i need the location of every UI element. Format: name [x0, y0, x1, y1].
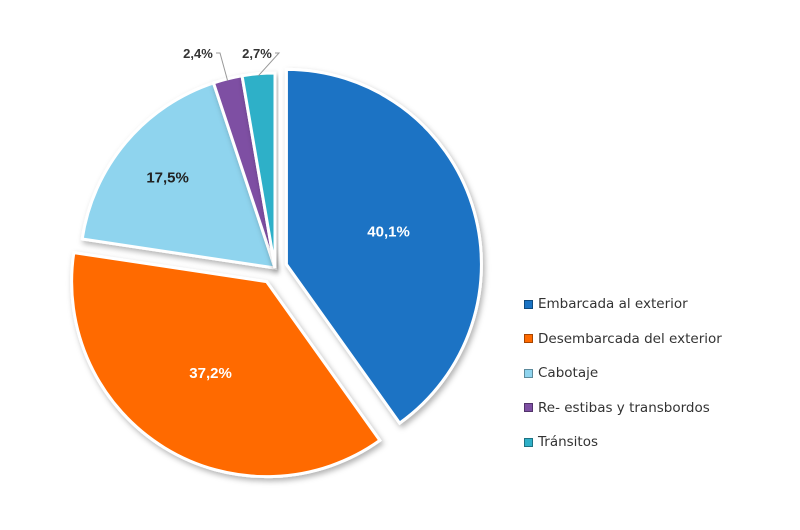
leader-line-4 — [216, 52, 229, 81]
legend-item-3: Cabotaje — [524, 356, 722, 391]
pie-slice-5 — [240, 71, 277, 269]
legend-item-1: Embarcada al exterior — [524, 287, 722, 322]
slice-label-3: 17,5% — [146, 170, 189, 187]
pie-slice-2 — [70, 250, 382, 479]
legend-item-4: Re- estibas y transbordos — [524, 391, 722, 426]
pie-slice-3 — [80, 81, 278, 270]
legend-label: Embarcada al exterior — [538, 296, 688, 313]
legend-label: Re- estibas y transbordos — [538, 399, 710, 416]
legend-label: Tránsitos — [538, 434, 599, 451]
legend-swatch — [524, 368, 533, 378]
slice-label-2: 37,2% — [189, 365, 232, 382]
legend-item-2: Desembarcada del exterior — [524, 322, 722, 357]
slice-label-4: 2,4% — [183, 46, 213, 61]
legend-swatch — [524, 403, 533, 413]
legend-swatch — [524, 299, 533, 309]
slice-label-1: 40,1% — [367, 224, 410, 241]
slice-label-5: 2,7% — [242, 46, 272, 61]
legend-label: Cabotaje — [538, 365, 599, 382]
leader-line-5 — [258, 52, 281, 77]
legend-swatch — [524, 334, 533, 344]
legend-swatch — [524, 437, 533, 447]
legend-item-5: Tránsitos — [524, 425, 722, 460]
legend-label: Desembarcada del exterior — [538, 330, 722, 347]
pie-slice-1 — [284, 67, 483, 426]
legend: Embarcada al exterior Desembarcada del ex… — [524, 287, 722, 460]
